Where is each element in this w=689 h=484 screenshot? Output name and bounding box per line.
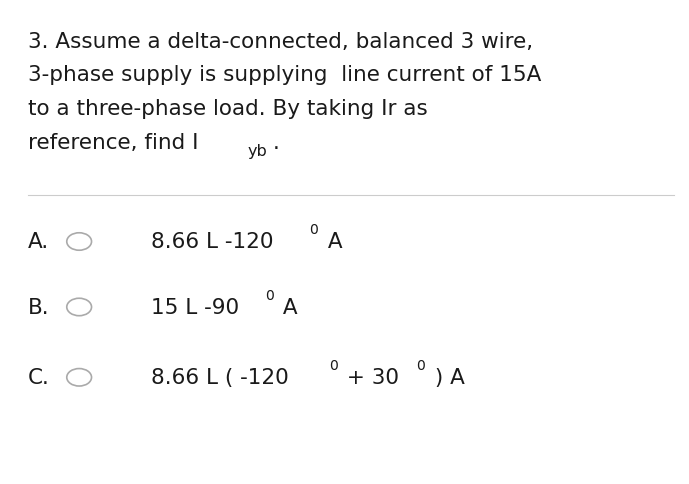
Text: .: . xyxy=(273,133,280,153)
Text: A: A xyxy=(276,297,298,318)
Text: 8.66 L ( -120: 8.66 L ( -120 xyxy=(152,367,289,388)
Text: 0: 0 xyxy=(329,359,338,372)
Text: 0: 0 xyxy=(416,359,425,372)
Text: to a three-phase load. By taking Ir as: to a three-phase load. By taking Ir as xyxy=(28,99,427,119)
Text: A: A xyxy=(320,232,342,252)
Text: 3-phase supply is supplying  line current of 15A: 3-phase supply is supplying line current… xyxy=(28,65,541,85)
Text: 0: 0 xyxy=(309,223,318,237)
Text: A.: A. xyxy=(28,232,49,252)
Text: reference, find I: reference, find I xyxy=(28,133,198,153)
Text: yb: yb xyxy=(247,144,267,159)
Text: + 30: + 30 xyxy=(340,367,399,388)
Text: C.: C. xyxy=(28,367,50,388)
Text: 15 L -90: 15 L -90 xyxy=(152,297,240,318)
Text: 8.66 L -120: 8.66 L -120 xyxy=(152,232,274,252)
Text: 0: 0 xyxy=(265,288,274,302)
Text: 3. Assume a delta-connected, balanced 3 wire,: 3. Assume a delta-connected, balanced 3 … xyxy=(28,31,533,51)
Text: B.: B. xyxy=(28,297,49,318)
Text: ) A: ) A xyxy=(428,367,464,388)
